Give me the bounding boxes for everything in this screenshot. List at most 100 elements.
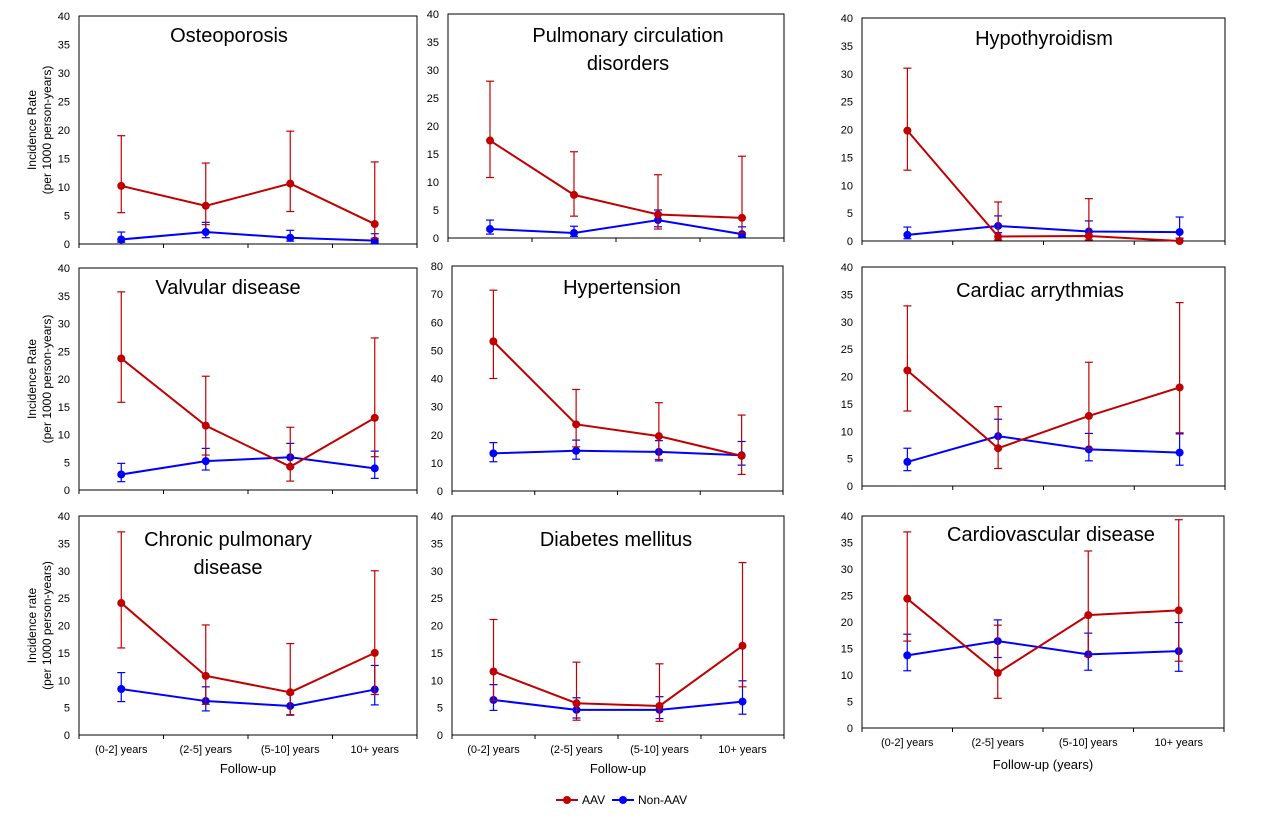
y-tick-label: 20 — [431, 621, 443, 633]
data-point — [655, 701, 664, 710]
chart-title-line: Hypothyroidism — [975, 28, 1113, 50]
chart-panel-8: 0 5 10 15 20 25 30 35 40 (0-2] years (2-5] years (5… — [431, 511, 785, 776]
y-tick-label: 25 — [841, 591, 853, 603]
series-line — [493, 644, 744, 707]
data-point — [1084, 411, 1093, 420]
data-point — [737, 451, 746, 460]
data-point — [117, 685, 126, 694]
y-tick-label: 20 — [841, 372, 853, 384]
y-tick-label: 0 — [64, 730, 70, 742]
data-point — [1175, 383, 1184, 392]
y-tick-label: 30 — [58, 68, 70, 80]
y-tick-label: 40 — [58, 511, 70, 523]
chart-title-line: disorders — [587, 53, 669, 75]
data-point — [489, 337, 498, 346]
series-aav — [117, 130, 379, 239]
data-point — [117, 181, 126, 190]
y-tick-label: 15 — [58, 402, 70, 414]
x-axis-label: Follow-up (years) — [993, 757, 1093, 772]
y-tick-label: 10 — [58, 182, 70, 194]
y-tick-label: 20 — [431, 430, 443, 442]
data-point — [654, 432, 663, 441]
data-point — [572, 446, 581, 455]
chart-title: Diabetes mellitus — [540, 529, 692, 551]
data-point — [486, 225, 494, 234]
y-tick-label: 60 — [431, 317, 443, 329]
y-tick-label: 0 — [433, 233, 439, 245]
y-tick-label: 5 — [64, 457, 70, 469]
series-line — [493, 449, 742, 457]
y-tick-label: 35 — [58, 40, 70, 52]
y-tick-label: 15 — [841, 399, 853, 411]
chart-panel-9: 0 5 10 15 20 25 30 35 40 (0-2] years (2-5] years (5… — [841, 511, 1225, 772]
data-point — [1084, 445, 1093, 454]
series-line — [907, 435, 1180, 463]
y-tick-label: 25 — [58, 346, 70, 358]
legend-entry-aav: AAV — [556, 793, 605, 807]
plot-frame — [78, 15, 418, 245]
data-point — [903, 457, 912, 466]
x-axis-label: Follow-up — [590, 761, 646, 776]
series-aav — [903, 301, 1184, 470]
y-tick-label: 30 — [427, 65, 439, 77]
y-tick-label: 10 — [431, 458, 443, 470]
y-tick-label: 25 — [841, 97, 853, 109]
y-tick-label: 35 — [431, 538, 443, 550]
legend-marker — [563, 796, 571, 804]
series-non-aav — [117, 664, 379, 716]
x-tick-label: (5-10] years — [630, 744, 689, 756]
series-line — [493, 698, 743, 711]
series-aav — [117, 531, 379, 716]
data-point — [117, 235, 126, 244]
x-tick-label: (0-2] years — [881, 737, 934, 749]
y-tick-label: 0 — [437, 730, 443, 742]
chart-title-line: Cardiovascular disease — [947, 524, 1155, 546]
data-point — [654, 210, 662, 219]
data-point — [486, 136, 494, 145]
y-tick-label: 5 — [64, 703, 70, 715]
y-tick-label: 30 — [841, 564, 853, 576]
chart-panel-7: 0 5 10 15 20 25 30 35 40 (0-2] years (2-5] years (5… — [25, 511, 418, 776]
y-tick-label: 5 — [847, 208, 853, 220]
series-line — [906, 129, 1180, 242]
data-point — [201, 228, 210, 237]
y-tick-label: 0 — [847, 723, 853, 735]
y-tick-label: 0 — [847, 236, 853, 248]
series-line — [906, 369, 1180, 450]
data-point — [286, 688, 295, 697]
chart-title: Hypothyroidism — [975, 28, 1113, 50]
x-tick-label: (5-10] years — [1059, 737, 1118, 749]
y-tick-label: 40 — [427, 9, 439, 21]
data-point — [570, 228, 578, 237]
x-tick-label: (2-5] years — [179, 744, 232, 756]
y-axis-label: Incidence Rate(per 1000 person-years) — [25, 66, 54, 195]
y-axis-label-line: (per 1000 person-years) — [40, 315, 54, 444]
series-aav — [903, 67, 1184, 245]
data-point — [201, 457, 210, 466]
y-tick-label: 35 — [58, 538, 70, 550]
x-tick-label: (0-2] years — [467, 744, 520, 756]
y-tick-label: 10 — [427, 177, 439, 189]
y-tick-label: 20 — [427, 121, 439, 133]
legend-marker — [619, 796, 627, 804]
x-tick-label: 10+ years — [1154, 737, 1203, 749]
data-point — [286, 462, 295, 471]
y-tick-label: 40 — [841, 13, 853, 25]
y-tick-label: 50 — [431, 345, 443, 357]
chart-title-line: Hypertension — [563, 277, 681, 299]
y-axis-label-line: Incidence Rate — [25, 339, 39, 419]
chart-title-line: Chronic pulmonary — [144, 529, 312, 551]
y-tick-label: 35 — [58, 291, 70, 303]
series-aav — [489, 289, 746, 476]
y-tick-label: 40 — [841, 262, 853, 274]
data-point — [489, 667, 498, 676]
series-non-aav — [489, 680, 747, 720]
y-tick-label: 40 — [431, 511, 443, 523]
chart-panel-5: 0 10 20 30 40 50 60 70 80 Hypertension — [431, 261, 784, 498]
data-point — [201, 671, 210, 680]
chart-title-line: Valvular disease — [155, 277, 300, 299]
series-aav — [486, 80, 746, 234]
chart-title: Osteoporosis — [170, 25, 288, 47]
y-tick-label: 30 — [431, 566, 443, 578]
